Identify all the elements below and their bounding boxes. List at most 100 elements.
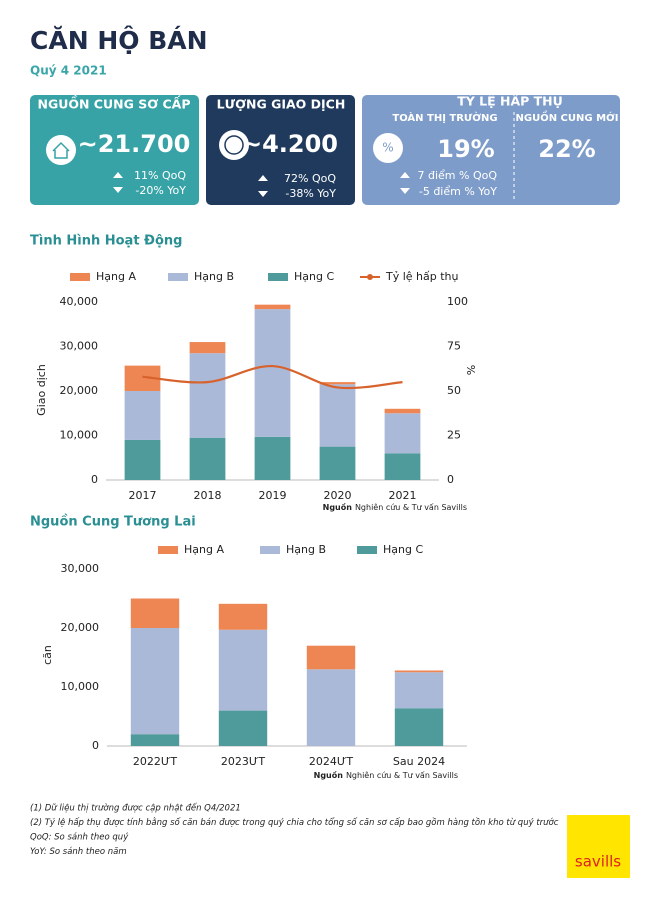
bar-segment — [189, 437, 226, 480]
bar-segment — [254, 436, 291, 480]
bar-segment — [306, 645, 356, 670]
icon — [373, 133, 403, 163]
legend-label: Tỷ lệ hấp thụ — [385, 270, 459, 283]
logo-bg — [567, 815, 630, 878]
y-tick-label: 30,000 — [60, 340, 99, 353]
bar-segment — [306, 669, 356, 746]
x-tick-label: 2023ƯT — [221, 755, 265, 768]
legend-label: Hạng A — [96, 270, 136, 283]
bar-segment — [384, 453, 421, 480]
card-title: TỶ LỆ HẤP THỤ — [457, 92, 563, 109]
card-bg — [30, 95, 199, 205]
footnote: (2) Tỷ lệ hấp thụ được tính bằng số căn … — [30, 817, 559, 828]
bar-segment — [319, 384, 356, 447]
bar-segment — [394, 672, 444, 709]
x-tick-label: 2021 — [389, 489, 417, 502]
y-tick-label: 20,000 — [60, 384, 99, 397]
source: Nguồn Nghiên cứu & Tư vấn Savills — [314, 770, 458, 780]
page-title: CĂN HỘ BÁN — [30, 25, 208, 55]
bar-segment — [130, 734, 180, 746]
legend-swatch — [168, 273, 188, 281]
legend-label: Hạng C — [294, 270, 334, 283]
y2-tick-label: 0 — [447, 473, 454, 486]
y-axis-title: Giao dịch — [35, 364, 48, 416]
card-qoq: 11% QoQ — [134, 169, 186, 182]
card-section-label: TOÀN THỊ TRƯỜNG — [392, 111, 497, 124]
bar-segment — [130, 598, 180, 628]
y-tick-label: 20,000 — [61, 621, 100, 634]
line — [142, 364, 403, 390]
card-value: 22% — [538, 135, 595, 163]
icon — [46, 135, 76, 165]
bar-segment — [254, 309, 291, 437]
source-text: Nghiên cứu & Tư vấn Savills — [346, 770, 458, 780]
x-tick-label: 2024ƯT — [309, 755, 353, 768]
icon — [224, 135, 244, 155]
chart-title: Tình Hình Hoạt Động — [30, 234, 182, 249]
chart-title: Nguồn Cung Tương Lai — [30, 515, 196, 530]
source-label: Nguồn — [323, 502, 353, 512]
source-label: Nguồn — [314, 770, 344, 780]
card-yoy: -20% YoY — [135, 184, 186, 197]
page-subtitle: Quý 4 2021 — [30, 64, 107, 78]
legend-dot — [367, 274, 373, 280]
bar-segment — [254, 304, 291, 310]
arrows — [258, 175, 268, 197]
legend-label: Hạng B — [286, 543, 326, 556]
y-tick-label: 0 — [91, 473, 98, 486]
x-tick-label: 2020 — [324, 489, 352, 502]
footnote: QoQ: So sánh theo quý — [30, 833, 129, 843]
card-bg — [362, 95, 620, 205]
card-bg — [206, 95, 355, 205]
footnote: YoY: So sánh theo năm — [30, 847, 127, 857]
card-title: LƯỢNG GIAO DỊCH — [217, 97, 346, 112]
arrows — [113, 172, 123, 193]
legend-swatch — [268, 273, 288, 281]
legend-swatch — [260, 546, 280, 554]
y-tick-label: 30,000 — [61, 562, 100, 575]
logo: savills — [575, 853, 621, 871]
icon-glyph: % — [382, 141, 393, 155]
bar-segment — [218, 629, 268, 711]
bar-segment — [394, 708, 444, 746]
bar-segment — [384, 413, 421, 454]
y2-tick-label: 25 — [447, 429, 461, 442]
bar-segment — [319, 446, 356, 480]
y-tick-label: 10,000 — [60, 429, 99, 442]
source: Nguồn Nghiên cứu & Tư vấn Savills — [323, 502, 467, 512]
bar-segment — [218, 603, 268, 630]
card-qoq: 72% QoQ — [284, 172, 336, 185]
x-tick-label: 2017 — [129, 489, 157, 502]
bar-segment — [189, 353, 226, 438]
y-tick-label: 0 — [92, 739, 99, 752]
y-axis-title: căn — [41, 645, 54, 665]
bar-segment — [384, 408, 421, 414]
bar-segment — [189, 342, 226, 354]
y-tick-label: 40,000 — [60, 295, 99, 308]
x-tick-label: 2018 — [194, 489, 222, 502]
card-title: NGUỒN CUNG SƠ CẤP — [38, 95, 191, 112]
card-qoq: 7 điểm % QoQ — [417, 169, 497, 182]
footnote: (1) Dữ liệu thị trường được cập nhật đến… — [30, 803, 241, 814]
card-yoy: -5 điểm % YoY — [419, 185, 497, 198]
card-section-label: NGUỒN CUNG MỚI — [516, 109, 619, 124]
y2-axis-title: % — [464, 365, 477, 375]
y2-tick-label: 100 — [447, 295, 468, 308]
legend-swatch — [70, 273, 90, 281]
y2-tick-label: 75 — [447, 340, 461, 353]
source-text: Nghiên cứu & Tư vấn Savills — [355, 502, 467, 512]
bar-segment — [130, 628, 180, 735]
card-value: ~21.700 — [78, 130, 191, 158]
bar-segment — [218, 710, 268, 746]
icon — [219, 130, 249, 160]
bar-segment — [319, 382, 356, 385]
card-value: ~4.200 — [242, 130, 338, 158]
legend-label: Hạng B — [194, 270, 234, 283]
bar-segment — [124, 439, 161, 480]
bar-segment — [124, 391, 161, 440]
x-tick-label: 2019 — [259, 489, 287, 502]
legend-label: Hạng A — [184, 543, 224, 556]
card-value: 19% — [437, 135, 494, 163]
